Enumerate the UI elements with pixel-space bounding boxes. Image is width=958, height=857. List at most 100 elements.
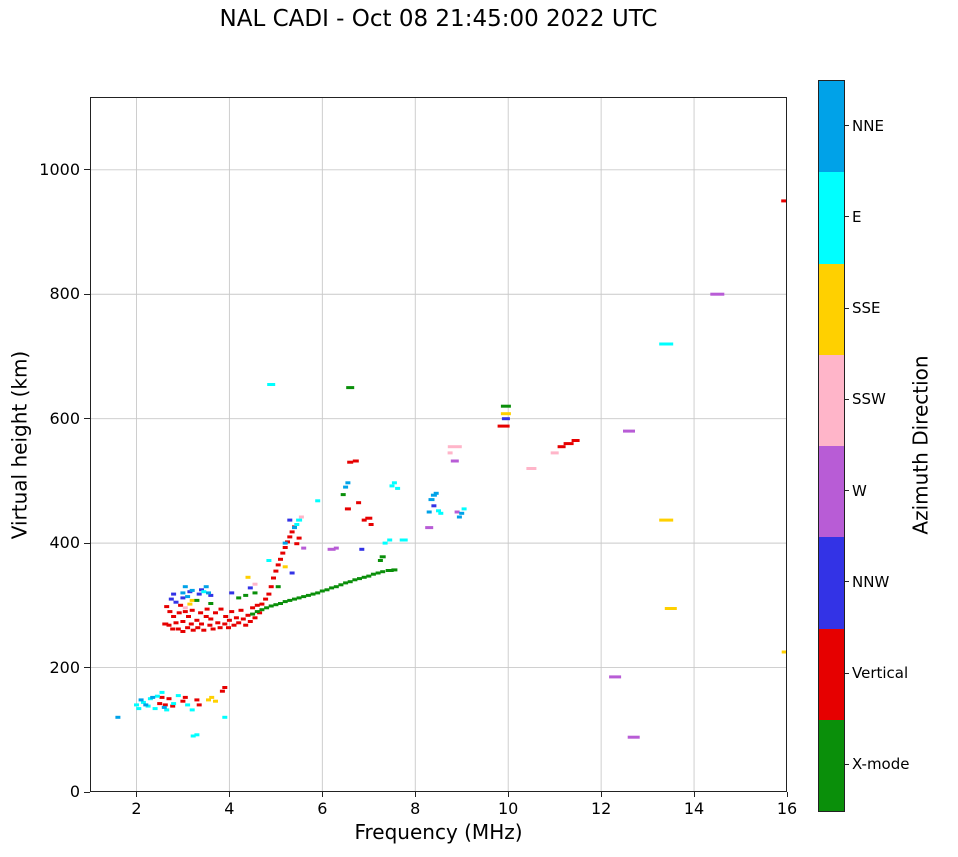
data-point <box>380 570 386 574</box>
colorbar-segment-w <box>819 446 844 538</box>
data-point <box>180 596 186 600</box>
data-point <box>347 580 353 584</box>
data-point <box>152 707 158 711</box>
x-tick-label: 16 <box>776 799 798 818</box>
data-point <box>243 623 249 627</box>
data-point <box>352 459 359 463</box>
data-point <box>389 484 395 488</box>
data-point <box>310 592 316 596</box>
data-point <box>282 546 288 549</box>
data-point <box>301 595 307 599</box>
data-point <box>223 615 229 618</box>
data-point <box>266 559 272 562</box>
data-point <box>361 575 367 579</box>
data-point <box>275 585 281 589</box>
colorbar-segment-x-mode <box>819 719 844 811</box>
data-point <box>250 612 256 616</box>
chart-title: NAL CADI - Oct 08 21:45:00 2022 UTC <box>219 6 658 32</box>
colorbar-label-sse: SSE <box>852 299 881 318</box>
data-point <box>343 485 349 489</box>
colorbar-tick-mark <box>845 216 849 218</box>
data-point <box>178 603 184 607</box>
colorbar-tick-mark <box>845 672 849 674</box>
x-tick-mark <box>414 792 416 797</box>
data-point <box>278 557 283 561</box>
data-point <box>208 602 214 605</box>
data-point <box>501 417 510 421</box>
data-point <box>278 602 283 605</box>
data-point <box>289 530 295 534</box>
data-point <box>438 511 444 515</box>
data-point <box>250 606 256 610</box>
data-point <box>359 547 365 551</box>
x-tick-mark <box>135 792 137 797</box>
colorbar-segment-nne <box>819 81 844 173</box>
data-point <box>236 621 242 625</box>
data-point <box>557 445 566 449</box>
data-point <box>154 694 160 698</box>
data-point <box>436 509 441 513</box>
data-point <box>357 577 362 581</box>
colorbar-label-e: E <box>852 207 862 226</box>
data-point <box>182 610 188 614</box>
data-point <box>710 292 725 296</box>
colorbar-title-wrap: Azimuth Direction <box>898 80 944 810</box>
data-point <box>664 607 677 610</box>
data-point <box>254 603 260 607</box>
data-point <box>271 576 276 580</box>
data-point <box>159 690 165 694</box>
x-tick-mark <box>693 792 695 797</box>
data-point <box>170 627 176 631</box>
data-point <box>426 510 432 514</box>
data-point <box>259 608 265 612</box>
data-point <box>210 627 216 631</box>
data-point <box>459 511 465 515</box>
data-point <box>292 526 297 530</box>
data-point <box>231 623 237 627</box>
data-point <box>259 602 265 606</box>
data-point <box>180 620 186 623</box>
colorbar-label-nne: NNE <box>852 116 884 135</box>
data-point <box>171 592 177 596</box>
colorbar-title: Azimuth Direction <box>909 355 933 535</box>
data-point <box>203 615 209 618</box>
plot-canvas <box>90 97 787 792</box>
data-point <box>450 459 459 463</box>
data-point <box>180 630 186 633</box>
data-point <box>166 697 172 701</box>
x-tick-mark <box>321 792 323 797</box>
x-tick-mark <box>600 792 602 797</box>
data-point <box>201 590 207 594</box>
data-point <box>268 604 274 608</box>
data-point <box>346 386 355 390</box>
data-point <box>161 705 167 709</box>
data-point <box>167 610 173 614</box>
x-tick-label: 14 <box>683 799 705 818</box>
data-point <box>263 597 269 601</box>
plot-area <box>90 97 787 792</box>
data-point <box>431 504 437 508</box>
colorbar-tick-mark <box>845 763 849 765</box>
data-point <box>173 600 179 604</box>
colorbar-segment-nnw <box>819 537 844 629</box>
data-point <box>226 618 232 622</box>
colorbar <box>818 80 845 812</box>
data-point <box>268 585 274 589</box>
data-point <box>236 596 242 600</box>
data-point <box>340 493 346 497</box>
data-point <box>208 617 214 621</box>
data-point <box>430 493 437 497</box>
colorbar-tick-mark <box>845 581 849 583</box>
y-tick-label: 800 <box>49 284 80 304</box>
data-point <box>195 626 201 630</box>
data-point <box>245 575 251 579</box>
data-point <box>226 626 231 630</box>
axes-frame <box>90 97 787 792</box>
data-point <box>243 593 249 597</box>
data-point <box>199 622 204 626</box>
y-tick-mark <box>84 169 90 171</box>
data-point <box>275 563 281 567</box>
data-point <box>781 199 787 203</box>
data-point <box>138 698 144 702</box>
data-point <box>176 611 182 615</box>
